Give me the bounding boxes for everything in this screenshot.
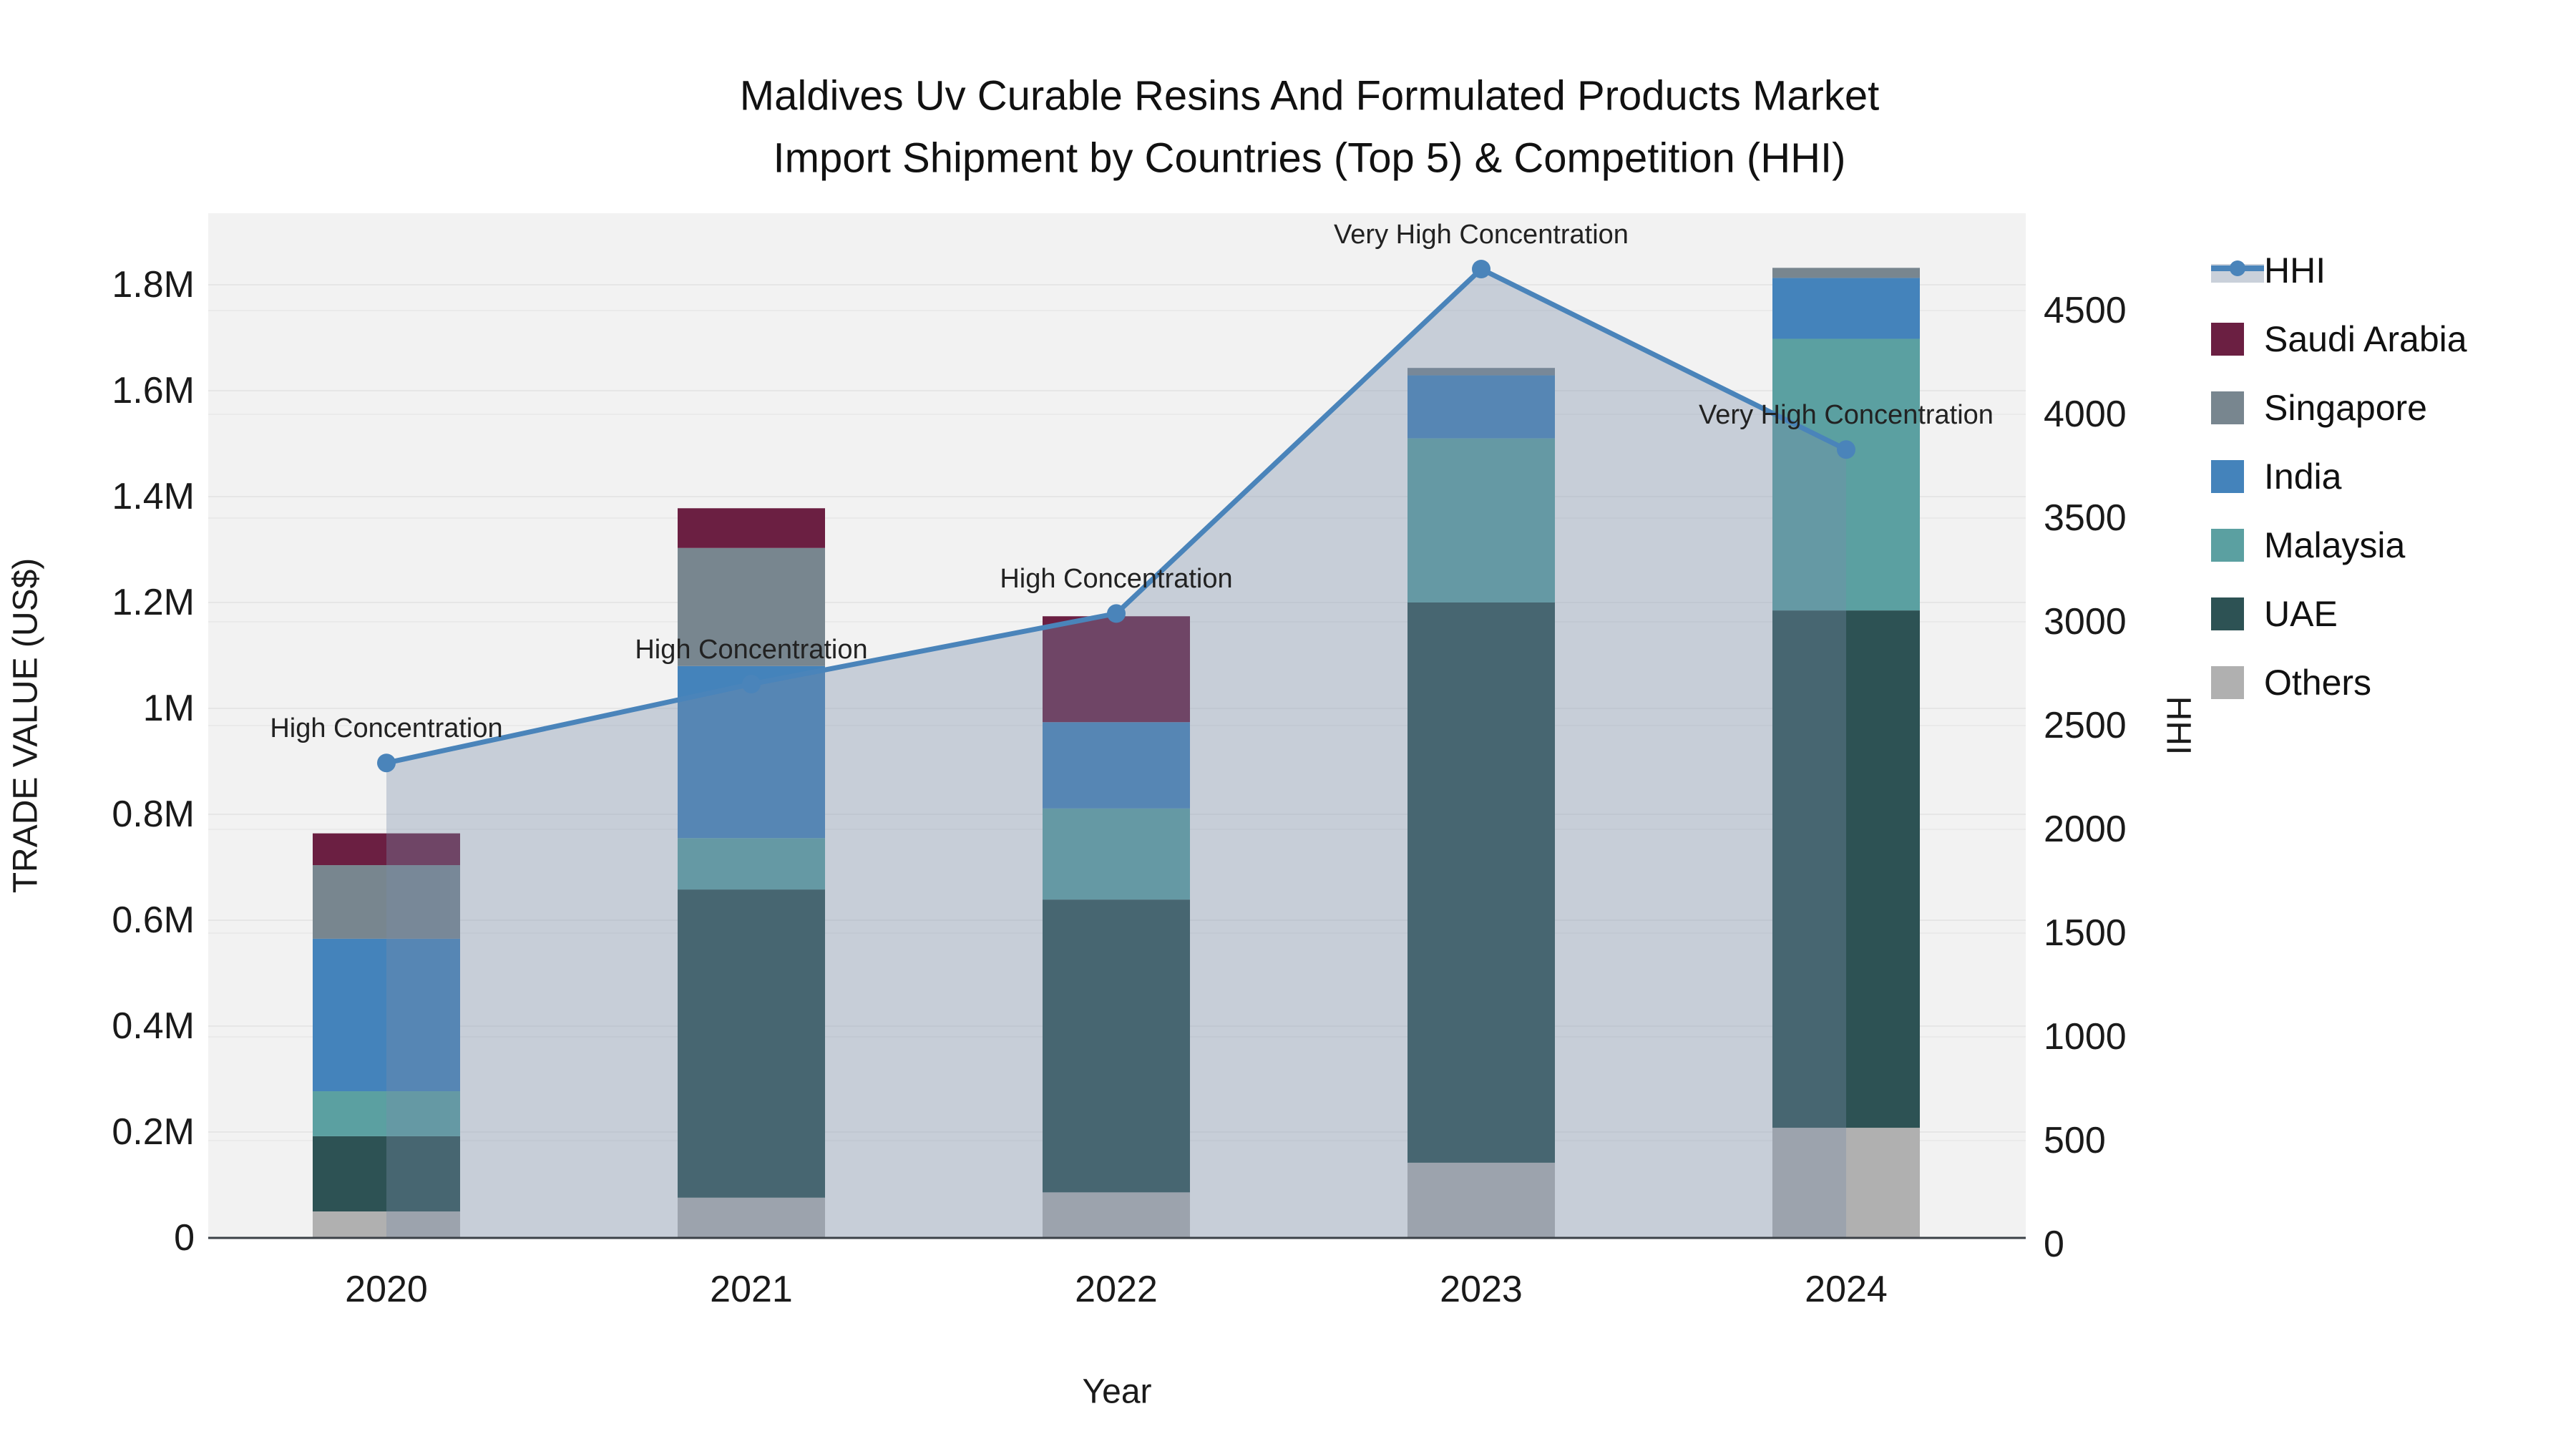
legend-label: Saudi Arabia: [2264, 319, 2467, 359]
bar-segment-2021-singapore[interactable]: [678, 547, 825, 666]
hhi-point-2020[interactable]: [377, 753, 396, 773]
annotation-2023: Very High Concentration: [1334, 220, 1629, 250]
legend-item-india[interactable]: India: [2211, 442, 2467, 511]
hhi-point-2022[interactable]: [1107, 604, 1126, 623]
y-right-tick: 2500: [2044, 705, 2127, 746]
annotation-2024: Very High Concentration: [1699, 400, 1994, 431]
bar-segment-2024-india[interactable]: [1772, 278, 1920, 339]
y-right-tick: 1500: [2044, 912, 2127, 954]
legend-label: India: [2264, 457, 2342, 497]
legend-label: Singapore: [2264, 388, 2427, 428]
bar-segment-2020-others[interactable]: [313, 1211, 460, 1238]
bar-segment-2022-india[interactable]: [1043, 722, 1190, 809]
y-left-tick: 1.6M: [112, 370, 195, 411]
bar-segment-2024-others[interactable]: [1772, 1128, 1920, 1238]
x-tick: 2023: [1440, 1269, 1523, 1310]
bar-segment-2023-uae[interactable]: [1407, 602, 1555, 1163]
annotation-2020: High Concentration: [270, 713, 503, 744]
legend-item-singapore[interactable]: Singapore: [2211, 374, 2467, 442]
bar-segment-2024-singapore[interactable]: [1772, 268, 1920, 278]
bar-segment-2020-uae[interactable]: [313, 1136, 460, 1211]
y-left-tick: 0.8M: [112, 794, 195, 835]
legend-swatch-malaysia: [2211, 529, 2244, 562]
legend-swatch-singapore: [2211, 391, 2244, 424]
y-right-tick: 2000: [2044, 809, 2127, 850]
legend-label: Others: [2264, 663, 2372, 703]
legend-item-malaysia[interactable]: Malaysia: [2211, 511, 2467, 580]
legend-swatch-others: [2211, 666, 2244, 699]
legend: HHI Saudi Arabia Singapore India Malaysia UAE…: [2211, 236, 2467, 717]
y-left-tick: 0.6M: [112, 899, 195, 941]
y-right-axis-title: HHI: [2159, 696, 2197, 756]
bar-segment-2023-india[interactable]: [1407, 375, 1555, 439]
y-left-tick: 1.8M: [112, 264, 195, 306]
y-left-tick: 1.4M: [112, 476, 195, 517]
bar-segment-2021-others[interactable]: [678, 1197, 825, 1238]
bar-segment-2024-uae[interactable]: [1772, 610, 1920, 1128]
chart-title-line2: Import Shipment by Countries (Top 5) & C…: [773, 135, 1846, 182]
annotation-2021: High Concentration: [635, 635, 868, 665]
chart-title-line1: Maldives Uv Curable Resins And Formulate…: [739, 72, 1880, 119]
bar-segment-2023-others[interactable]: [1407, 1162, 1555, 1238]
bar-segment-2020-singapore[interactable]: [313, 865, 460, 939]
bar-segment-2022-others[interactable]: [1043, 1192, 1190, 1238]
bar-segment-2022-uae[interactable]: [1043, 899, 1190, 1193]
y-left-tick: 1M: [142, 688, 195, 729]
annotation-2022: High Concentration: [1000, 564, 1233, 595]
legend-swatch-uae: [2211, 597, 2244, 630]
legend-item-hhi[interactable]: HHI: [2211, 236, 2467, 305]
legend-swatch-india: [2211, 460, 2244, 493]
y-left-tick: 0.4M: [112, 1005, 195, 1047]
x-tick: 2020: [345, 1269, 428, 1310]
y-left-axis-title: TRADE VALUE (US$): [6, 557, 45, 894]
x-tick: 2024: [1805, 1269, 1888, 1310]
hhi-point-2023[interactable]: [1472, 260, 1491, 278]
bar-segment-2020-india[interactable]: [313, 938, 460, 1092]
hhi-area-fill: [386, 269, 1846, 1238]
bar-segment-2024-malaysia[interactable]: [1772, 338, 1920, 611]
legend-item-saudi-arabia[interactable]: Saudi Arabia: [2211, 305, 2467, 374]
hhi-point-2024[interactable]: [1837, 440, 1855, 459]
y-right-tick: 1000: [2044, 1016, 2127, 1058]
x-tick: 2022: [1075, 1269, 1158, 1310]
bar-segment-2021-saudi-arabia[interactable]: [678, 508, 825, 548]
bar-segment-2022-malaysia[interactable]: [1043, 808, 1190, 900]
bar-segment-2020-saudi-arabia[interactable]: [313, 833, 460, 866]
y-right-tick: 4500: [2044, 290, 2127, 331]
y-right-tick: 3000: [2044, 601, 2127, 643]
legend-item-uae[interactable]: UAE: [2211, 580, 2467, 648]
hhi-point-2021[interactable]: [742, 675, 761, 693]
bar-segment-2021-malaysia[interactable]: [678, 838, 825, 890]
x-axis-title: Year: [1082, 1372, 1152, 1411]
y-left-tick: 0.2M: [112, 1111, 195, 1153]
legend-item-others[interactable]: Others: [2211, 648, 2467, 717]
bar-segment-2021-uae[interactable]: [678, 889, 825, 1198]
y-right-tick: 4000: [2044, 394, 2127, 435]
bar-segment-2023-malaysia[interactable]: [1407, 438, 1555, 602]
legend-swatch-saudi-arabia: [2211, 323, 2244, 356]
bar-segment-2022-saudi-arabia[interactable]: [1043, 616, 1190, 723]
hhi-line-swatch: [2211, 254, 2264, 287]
y-right-tick: 0: [2044, 1224, 2064, 1265]
legend-label: UAE: [2264, 594, 2338, 634]
legend-label: Malaysia: [2264, 525, 2406, 565]
x-tick: 2021: [710, 1269, 793, 1310]
y-left-tick: 1.2M: [112, 582, 195, 623]
y-right-tick: 500: [2044, 1120, 2106, 1161]
bar-segment-2023-singapore[interactable]: [1407, 368, 1555, 376]
bar-segment-2020-malaysia[interactable]: [313, 1091, 460, 1136]
legend-label: HHI: [2264, 250, 2326, 291]
y-right-tick: 3500: [2044, 497, 2127, 539]
y-left-tick: 0: [174, 1217, 195, 1259]
